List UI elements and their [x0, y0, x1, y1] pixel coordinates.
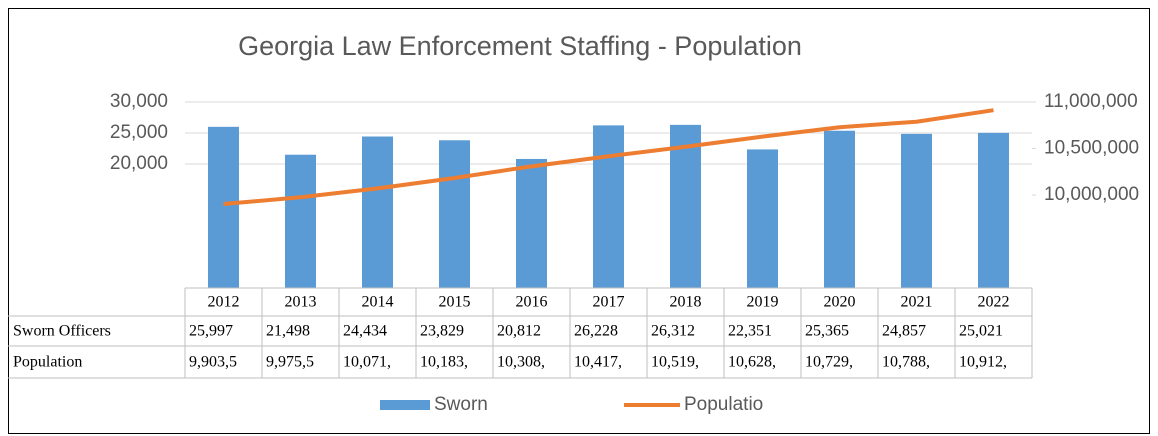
table-cell: 20,812 [497, 323, 541, 340]
table-cell: 10,519, [651, 354, 699, 371]
table-cell: 22,351 [728, 323, 772, 340]
bar [747, 149, 778, 288]
y2-tick-label: 11,000,000 [1044, 91, 1138, 112]
table-cell: 26,312 [651, 323, 695, 340]
y-tick-label: 20,000 [110, 153, 168, 174]
x-tick-label: 2018 [670, 294, 702, 311]
line [223, 108, 994, 206]
table-cell: 23,829 [420, 323, 464, 340]
legend-label: Sworn [434, 394, 488, 415]
bar [516, 158, 547, 288]
bar [978, 132, 1009, 288]
table-cell: 24,434 [343, 323, 387, 340]
x-tick-label: 2021 [901, 294, 933, 311]
y2-tick-label: 10,000,000 [1044, 184, 1139, 205]
table-cell: 10,729, [805, 354, 853, 371]
x-tick-label: 2020 [824, 294, 856, 311]
table-cell: 10,417, [574, 354, 622, 371]
table-cell: 25,021 [959, 323, 1003, 340]
table-cell: 10,788, [882, 354, 930, 371]
table-cell: 9,975,5 [266, 354, 314, 371]
table-cell: 25,365 [805, 323, 849, 340]
table-cell: 26,228 [574, 323, 618, 340]
bar [208, 126, 239, 288]
y-tick-label: 25,000 [110, 122, 168, 143]
table-cell: 10,912, [959, 354, 1007, 371]
table-cell: 10,071, [343, 354, 391, 371]
table-cell: 25,997 [189, 323, 233, 340]
bar [901, 133, 932, 288]
x-tick-label: 2014 [362, 294, 394, 311]
table-cell: 9,903,5 [189, 354, 237, 371]
x-tick-label: 2016 [516, 294, 548, 311]
bar [285, 154, 316, 288]
chart-title: Georgia Law Enforcement Staffing - Popul… [238, 31, 802, 61]
table-cell: 10,308, [497, 354, 545, 371]
chart-frame [8, 8, 1150, 434]
bar [593, 125, 624, 288]
legend-swatch [380, 400, 430, 410]
bar [824, 130, 855, 288]
x-tick-label: 2013 [285, 294, 317, 311]
x-tick-label: 2015 [439, 294, 471, 311]
y2-tick-label: 10,500,000 [1044, 138, 1139, 159]
x-tick-label: 2017 [593, 294, 625, 311]
row-label: Sworn Officers [13, 323, 111, 340]
bar [439, 140, 470, 288]
legend-label: Populatio [684, 394, 763, 415]
x-tick-label: 2019 [747, 294, 779, 311]
bar [670, 124, 701, 288]
row-label: Population [13, 354, 82, 371]
x-tick-label: 2022 [978, 294, 1010, 311]
table-cell: 21,498 [266, 323, 310, 340]
table-cell: 24,857 [882, 323, 926, 340]
table-cell: 10,628, [728, 354, 776, 371]
y-tick-label: 30,000 [110, 91, 168, 112]
table-cell: 10,183, [420, 354, 468, 371]
x-tick-label: 2012 [208, 294, 240, 311]
bar [362, 136, 393, 288]
